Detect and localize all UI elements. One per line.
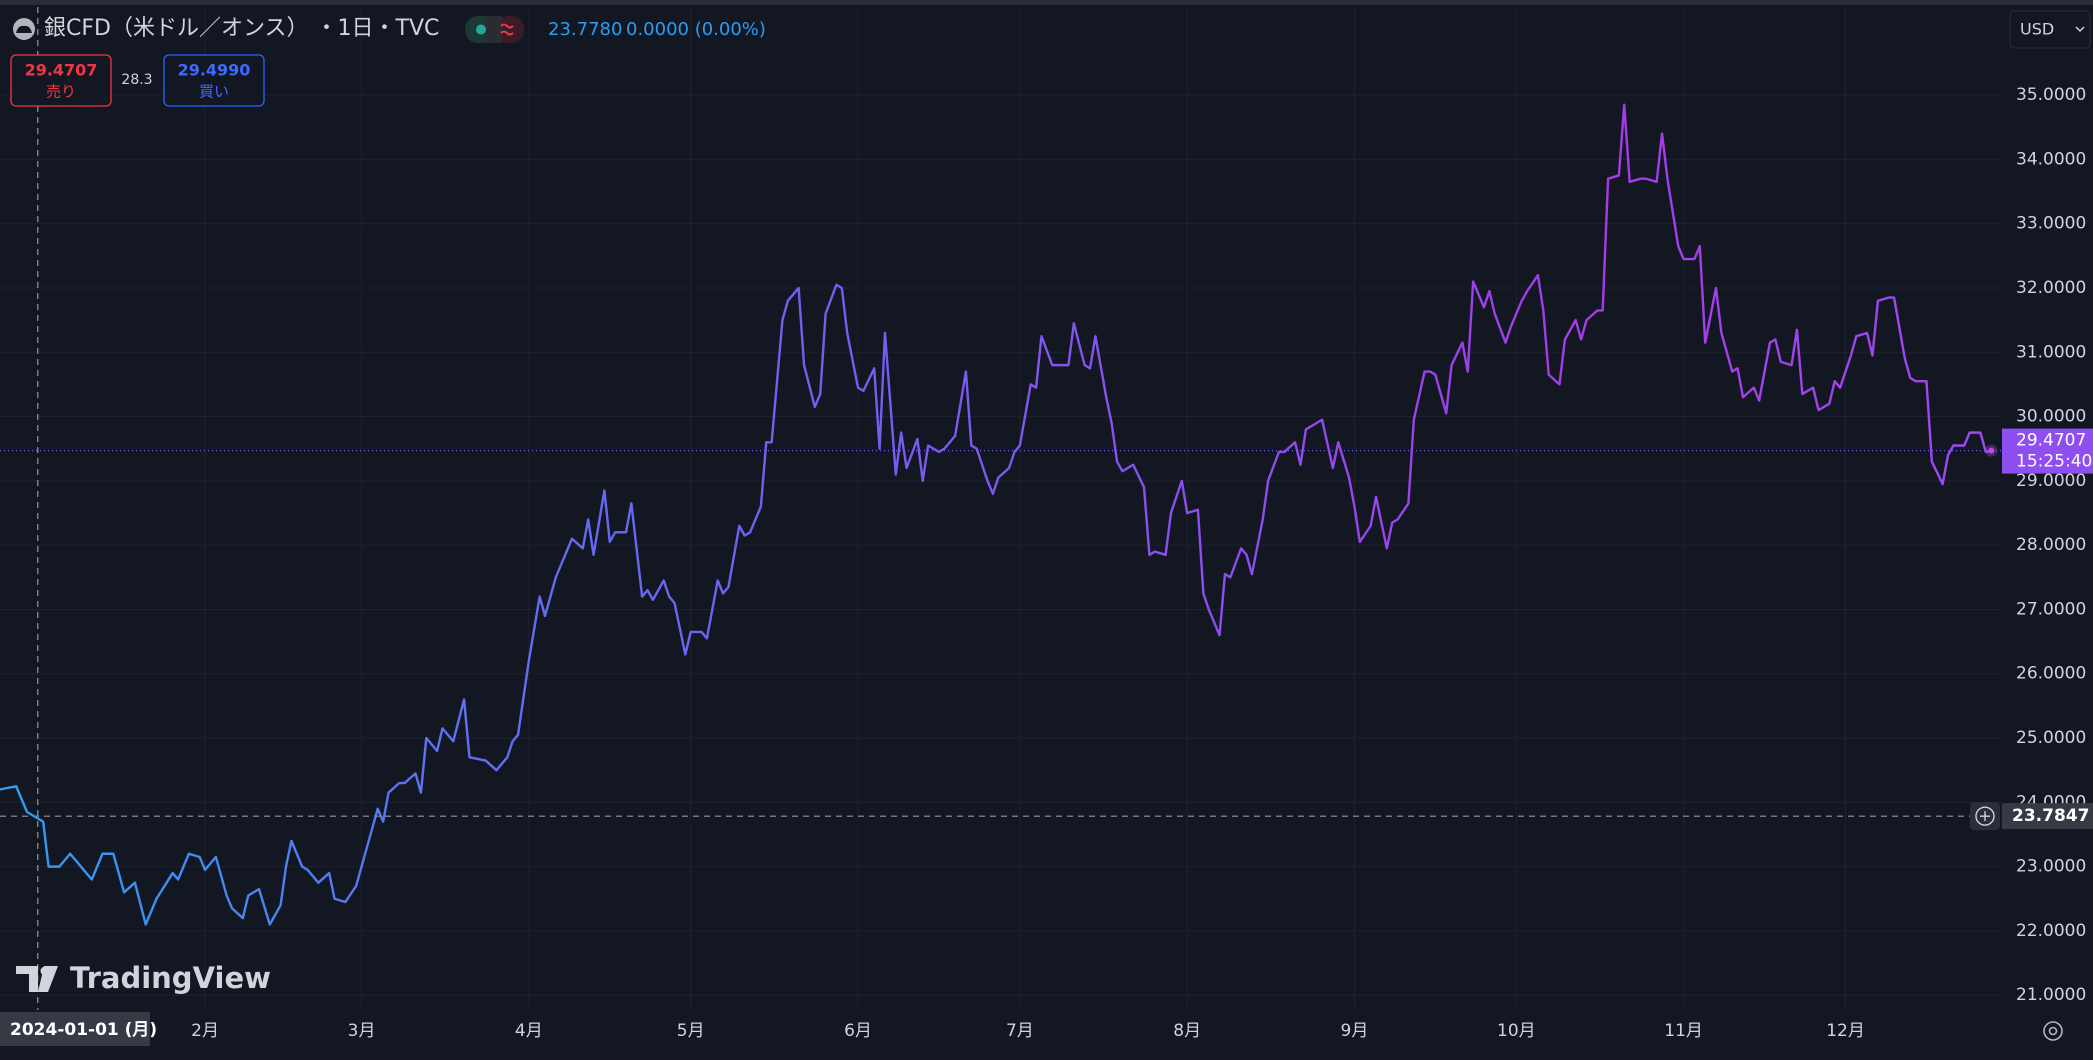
x-tick-label: 11月 <box>1664 1021 1703 1041</box>
y-tick-label: 26.0000 <box>2016 664 2086 684</box>
x-tick-label: 6月 <box>844 1021 872 1041</box>
settings-icon-center <box>2048 1026 2058 1036</box>
spread: 28.3 <box>121 72 152 88</box>
buy-price: 29.4990 <box>178 61 251 80</box>
brand: TradingView <box>70 961 271 995</box>
status-pill-mid <box>486 16 502 43</box>
sell-button[interactable] <box>10 54 112 107</box>
last-point <box>1988 447 1995 454</box>
crosshair-add-icon <box>1975 806 1995 826</box>
plot <box>0 7 2002 1010</box>
y-tick-label: 29.0000 <box>2016 471 2086 491</box>
y-tick-label: 30.0000 <box>2016 407 2086 427</box>
y-tick-label: 34.0000 <box>2016 149 2086 169</box>
x-tick-label: 8月 <box>1173 1021 1201 1041</box>
sell-price: 29.4707 <box>25 61 98 80</box>
y-tick-label: 25.0000 <box>2016 728 2086 748</box>
x-tick-label: 7月 <box>1006 1021 1034 1041</box>
top-border <box>0 0 2093 5</box>
brand-icon-dot <box>40 966 50 976</box>
overlay: 銀CFD（米ドル／オンス） ・1日・TVC 23.7780 0.0000 (0.… <box>0 10 2093 1046</box>
x-tick-label: 5月 <box>677 1021 705 1041</box>
last-price-label: 29.4707 <box>2016 431 2086 451</box>
price-line <box>0 103 1992 926</box>
y-tick-label: 23.0000 <box>2016 857 2086 877</box>
crosshair-price-box <box>2002 803 2093 830</box>
currency-chevron <box>2075 26 2085 33</box>
y-tick-label: 21.0000 <box>2016 985 2086 1005</box>
countdown: 15:25:40 <box>2016 452 2092 472</box>
x-tick-label: 3月 <box>348 1021 376 1041</box>
crosshair-add-plus <box>1980 811 1990 822</box>
y-tick-label: 28.0000 <box>2016 535 2086 555</box>
symbol-title: 銀CFD（米ドル／オンス） ・1日・TVC <box>44 16 439 41</box>
delayed-icon <box>500 23 514 36</box>
crosshair-date-box <box>0 1012 150 1046</box>
symbol-icon-shape <box>16 25 32 33</box>
y-tick-label: 31.0000 <box>2016 342 2086 362</box>
quote-price: 23.7780 <box>548 19 622 40</box>
buy-button[interactable] <box>163 54 265 107</box>
x-tick-label: 9月 <box>1341 1021 1369 1041</box>
sell-label: 売り <box>46 83 76 101</box>
y-tick-label: 32.0000 <box>2016 278 2086 298</box>
currency: USD <box>2020 20 2054 39</box>
last-price-box <box>2002 428 2093 474</box>
y-tick-label: 35.0000 <box>2016 85 2086 105</box>
x-tick-label: 4月 <box>515 1021 543 1041</box>
y-tick-label: 22.0000 <box>2016 921 2086 941</box>
crosshair-price: 23.7847 <box>2012 806 2089 826</box>
x-tick-label: 2月 <box>191 1021 219 1041</box>
settings-icon[interactable] <box>2043 1021 2063 1041</box>
x-tick-label: 12月 <box>1826 1021 1865 1041</box>
y-tick-label: 27.0000 <box>2016 599 2086 619</box>
y-tick-label: 33.0000 <box>2016 214 2086 234</box>
market-open-dot <box>476 24 486 35</box>
buy-label: 買い <box>199 83 229 101</box>
crosshair-date: 2024-01-01 (月) <box>10 1020 157 1040</box>
quote-change: 0.0000 (0.00%) <box>626 19 766 40</box>
currency-button[interactable] <box>2009 10 2091 49</box>
x-tick-label: 10月 <box>1497 1021 1536 1041</box>
